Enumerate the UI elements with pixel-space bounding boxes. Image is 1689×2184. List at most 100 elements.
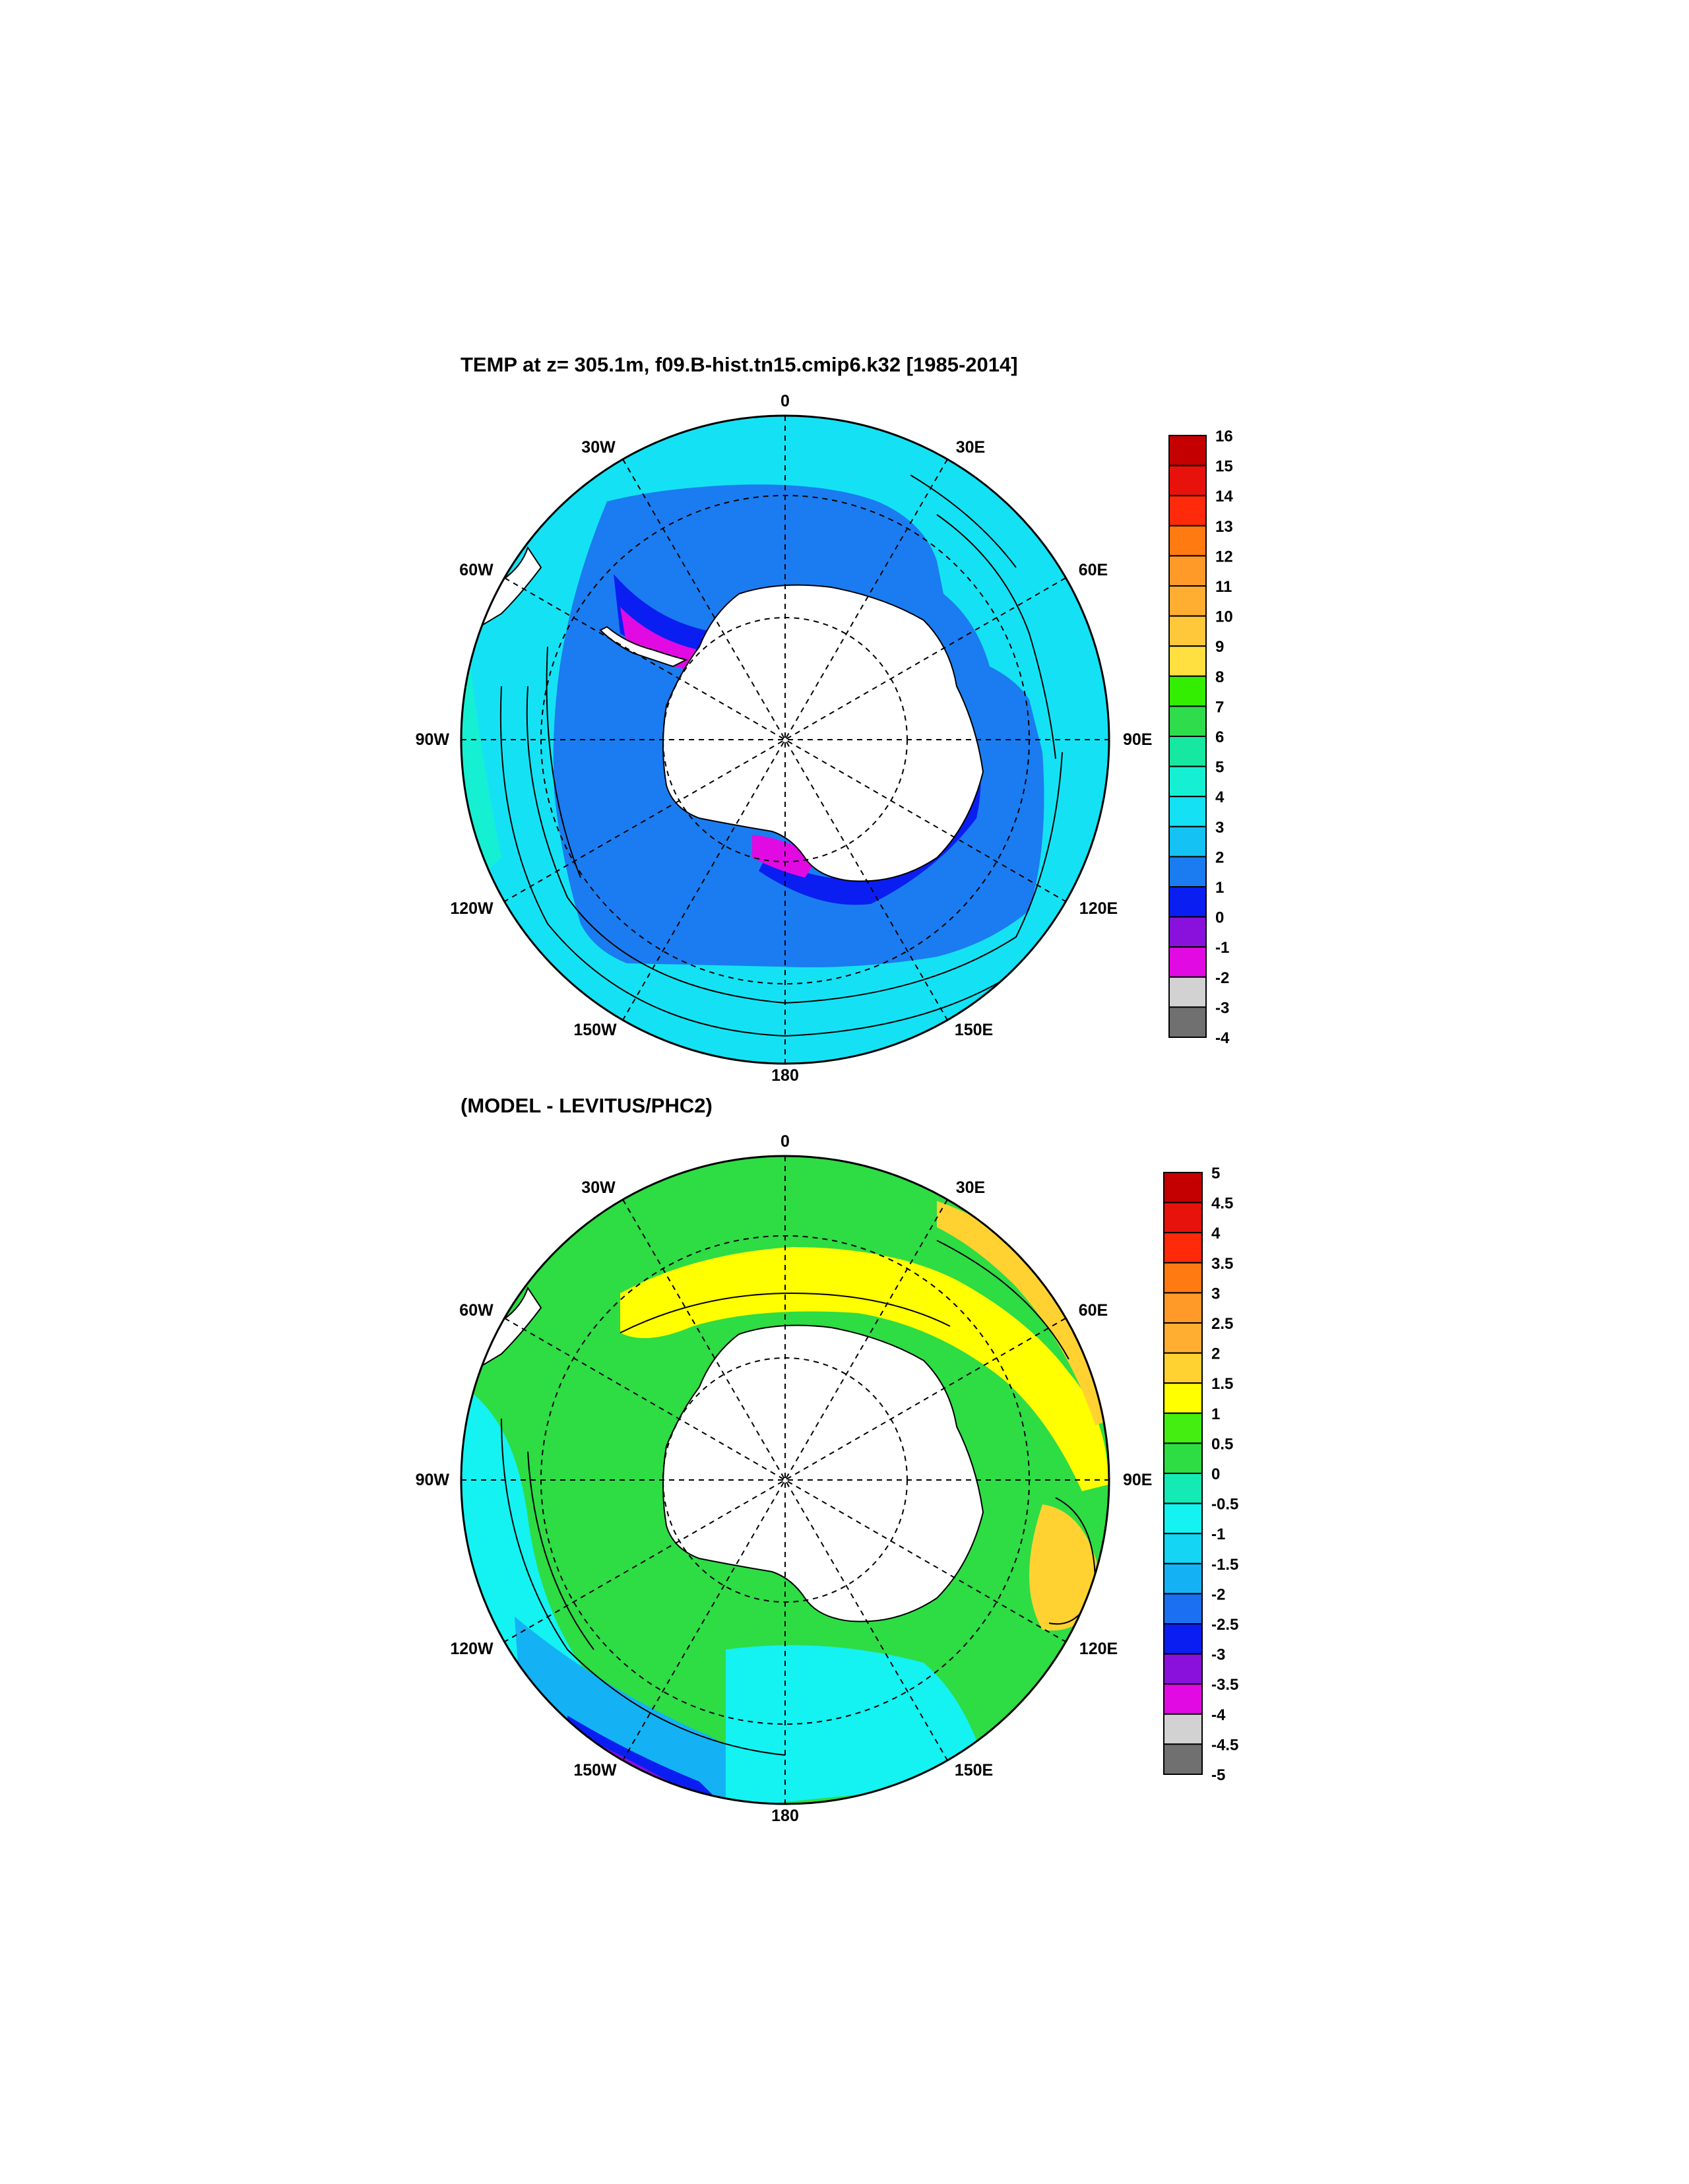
colorbar-tick-label: -4.5 (1211, 1736, 1238, 1754)
colorbar-swatch (1163, 1262, 1203, 1294)
colorbar-tick-label: 0 (1211, 1465, 1220, 1483)
longitude-labels: 0 30W 30E 60W 60E 90W 90E 120W 120E 150W… (416, 392, 1153, 1085)
colorbar-tick-label: 1 (1211, 1405, 1220, 1423)
colorbar-tick-label: 3 (1215, 819, 1224, 837)
colorbar-swatch (1168, 736, 1207, 767)
colorbar-tick-label: -1 (1211, 1526, 1225, 1543)
colorbar-tick-label: -5 (1211, 1766, 1225, 1784)
lon-label-0: 0 (781, 392, 790, 410)
colorbar-tick-label: 2 (1215, 849, 1224, 866)
lon-label-90e: 90E (1123, 730, 1152, 749)
colorbar-tick-label: 2.5 (1211, 1315, 1233, 1333)
colorbar-tick-label: 0.5 (1211, 1435, 1233, 1453)
map-border (460, 414, 1110, 1065)
colorbar-tick-label: 3 (1211, 1285, 1220, 1302)
colorbar-swatch (1163, 1713, 1203, 1745)
lon-label-90e: 90E (1123, 1471, 1152, 1489)
colorbar-tick-label: -3 (1215, 999, 1229, 1017)
colorbar-tick-label: 15 (1215, 458, 1233, 476)
polar-map (461, 416, 1109, 1064)
colorbar-swatch (1168, 465, 1207, 497)
colorbar-swatch (1168, 705, 1207, 738)
longitude-labels: 0 30W 30E 60W 60E 90W 90E 120W 120E 150W… (416, 1132, 1153, 1825)
lon-label-30w: 30W (581, 1178, 616, 1197)
colorbar-swatch (1168, 1006, 1207, 1039)
lon-label-120e: 120E (1079, 1640, 1118, 1658)
lon-label-60w: 60W (459, 1301, 494, 1320)
antarctic-peninsula (599, 626, 688, 668)
colorbar-swatch (1163, 1442, 1203, 1474)
lon-label-120w: 120W (450, 899, 494, 918)
colorbar-swatch (1163, 1412, 1203, 1444)
panel-temperature: TEMP at z= 305.1m, f09.B-hist.tn15.cmip6… (416, 353, 1234, 1085)
colorbar-tick-label: -4 (1215, 1029, 1230, 1047)
lon-label-150e: 150E (955, 1761, 993, 1780)
colorbar-swatch (1168, 435, 1207, 466)
anomaly-south-cyan (726, 1645, 990, 1804)
colorbar-swatch (1168, 796, 1207, 827)
graticule (461, 1156, 1109, 1804)
colorbar-tick-label: -4 (1211, 1706, 1226, 1724)
polar-map (461, 1156, 1109, 1804)
colorbar-swatch (1163, 1593, 1203, 1624)
colorbar-tick-label: -3.5 (1211, 1676, 1238, 1694)
colorbar-swatch (1168, 615, 1207, 647)
colorbar-tick-label: 4.5 (1211, 1195, 1233, 1213)
lon-label-150e: 150E (955, 1021, 993, 1039)
colorbar-swatch (1168, 916, 1207, 948)
lon-label-60e: 60E (1079, 1301, 1108, 1320)
lon-label-90w: 90W (416, 1471, 450, 1489)
colorbar-swatch (1168, 825, 1207, 858)
colorbar-swatch (1168, 946, 1207, 978)
colorbar-tick-label: 9 (1215, 638, 1224, 656)
lon-label-60e: 60E (1079, 561, 1108, 579)
colorbar-tick-label: 2 (1211, 1345, 1220, 1363)
colorbar-tick-label: 6 (1215, 728, 1224, 746)
colorbar-tick-label: 16 (1215, 428, 1233, 445)
panel-difference: (MODEL - LEVITUS/PHC2) (416, 1094, 1239, 1825)
colorbar-swatch (1163, 1683, 1203, 1715)
colorbar-tick-label: 4 (1211, 1225, 1221, 1242)
colorbar-swatch (1168, 585, 1207, 617)
colorbar-tick-label: 10 (1215, 608, 1233, 626)
colorbar-swatch (1163, 1382, 1203, 1414)
panel-title: (MODEL - LEVITUS/PHC2) (461, 1094, 713, 1117)
colorbar-tick-label: -1 (1215, 939, 1229, 957)
colorbar-tick-label: -0.5 (1211, 1496, 1238, 1514)
colorbar-swatch (1163, 1292, 1203, 1324)
colorbar-swatch (1168, 495, 1207, 527)
colorbar-swatch (1163, 1322, 1203, 1354)
colorbar: 5 4.5 4 3.5 3 2.5 2 1.5 1 0.5 0 -0.5 -1 -1.5 -2 -2.5 -3 -… (1163, 1165, 1238, 1784)
colorbar-tick-label: 13 (1215, 518, 1233, 536)
colorbar-swatch (1168, 886, 1207, 918)
colorbar-swatch (1163, 1502, 1203, 1535)
lon-label-0: 0 (781, 1132, 790, 1151)
colorbar-tick-label: 7 (1215, 698, 1224, 716)
colorbar-swatch (1163, 1202, 1203, 1234)
lon-label-30w: 30W (581, 438, 616, 457)
colorbar-tick-label: 1 (1215, 879, 1224, 897)
colorbar-tick-label: 3.5 (1211, 1255, 1233, 1273)
colorbar-swatch (1163, 1562, 1203, 1595)
colorbar-swatch (1168, 976, 1207, 1008)
contour-lines (499, 474, 1063, 1037)
colorbar-tick-label: 1.5 (1211, 1375, 1233, 1393)
colorbar-tick-label: 5 (1211, 1165, 1220, 1182)
colorbar-swatch (1163, 1232, 1203, 1264)
colorbar-tick-label: 5 (1215, 759, 1224, 777)
colorbar-tick-label: 12 (1215, 548, 1233, 565)
lon-label-120e: 120E (1079, 899, 1118, 918)
colorbar-tick-label: -2 (1211, 1586, 1225, 1603)
colorbar-swatch (1168, 555, 1207, 587)
warm-band-5c (462, 594, 501, 891)
colorbar-tick-label: 11 (1215, 578, 1232, 596)
lon-label-180: 180 (771, 1066, 799, 1085)
lon-label-30e: 30E (956, 1178, 985, 1197)
lon-label-150w: 150W (573, 1761, 617, 1780)
colorbar-tick-label: 0 (1215, 909, 1224, 927)
anomaly-east-orange (1029, 1504, 1102, 1631)
colorbar-tick-label: 8 (1215, 668, 1224, 686)
colorbar-swatch (1168, 525, 1207, 557)
colorbar-tick-label: -2.5 (1211, 1616, 1238, 1634)
